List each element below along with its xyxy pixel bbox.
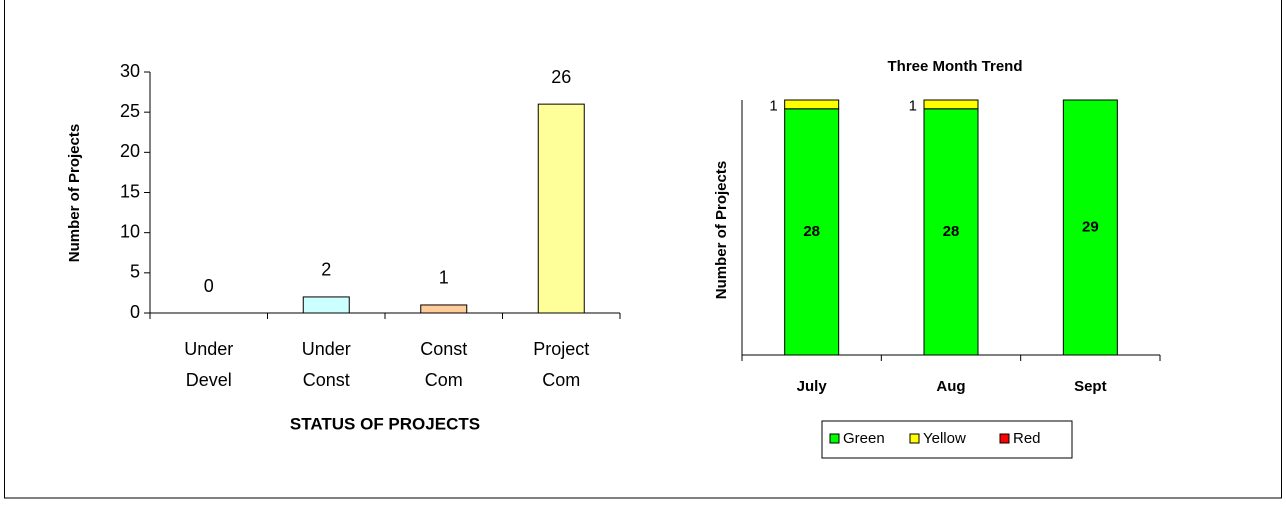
data-label: 1 <box>439 268 449 288</box>
bar <box>302 296 350 314</box>
x-tick-label: Aug <box>936 378 965 395</box>
y-axis-label: Number of Projects <box>66 124 83 262</box>
data-label: 2 <box>321 260 331 280</box>
legend-box <box>821 420 1073 459</box>
y-tick-label: 25 <box>120 101 140 121</box>
x-tick-label: July <box>797 378 828 395</box>
legend-label: Green <box>843 430 885 447</box>
y-tick-label: 30 <box>120 61 140 81</box>
x-tick-label: Under Const <box>302 339 351 390</box>
y-tick-label: 5 <box>130 262 140 282</box>
y-tick-label: 0 <box>130 302 140 322</box>
legend-swatch <box>999 433 1010 444</box>
data-label: 28 <box>803 223 820 240</box>
legend-label: Yellow <box>923 430 966 447</box>
bar-segment <box>784 99 840 110</box>
bar-chart: 0 5 10 15 20 25 30 0 Under Devel 2 Under Const 1 Const… <box>66 61 621 433</box>
frame <box>4 0 1282 499</box>
legend-swatch <box>829 433 840 444</box>
y-axis-label: Number of Projects <box>713 161 730 299</box>
stacked-bar-chart: Three Month Trend July 28 1 Aug 28 1 Sept 29 Numb… <box>713 58 1161 459</box>
legend-label: Red <box>1013 430 1041 447</box>
bar <box>537 103 585 314</box>
x-tick-label: Const Com <box>420 339 467 390</box>
y-tick-label: 15 <box>120 181 140 201</box>
data-label: 26 <box>551 67 571 87</box>
bar-segment <box>923 99 979 110</box>
x-tick-label: Under Devel <box>184 339 233 390</box>
data-label: 1 <box>909 97 917 114</box>
chart-title: Three Month Trend <box>888 58 1023 75</box>
data-label: 29 <box>1082 218 1099 235</box>
data-label: 1 <box>769 97 777 114</box>
bar-segment <box>1062 99 1118 356</box>
x-tick-label: Sept <box>1074 378 1107 395</box>
x-tick-label: Project Com <box>533 339 589 390</box>
legend-swatch <box>909 433 920 444</box>
bar-segment <box>784 108 840 356</box>
data-label: 0 <box>204 276 214 296</box>
bar-segment <box>923 108 979 356</box>
data-label: 28 <box>943 223 960 240</box>
x-axis-label: STATUS OF PROJECTS <box>290 414 480 433</box>
y-tick-label: 10 <box>120 221 140 241</box>
bar <box>420 304 468 314</box>
y-tick-label: 20 <box>120 141 140 161</box>
